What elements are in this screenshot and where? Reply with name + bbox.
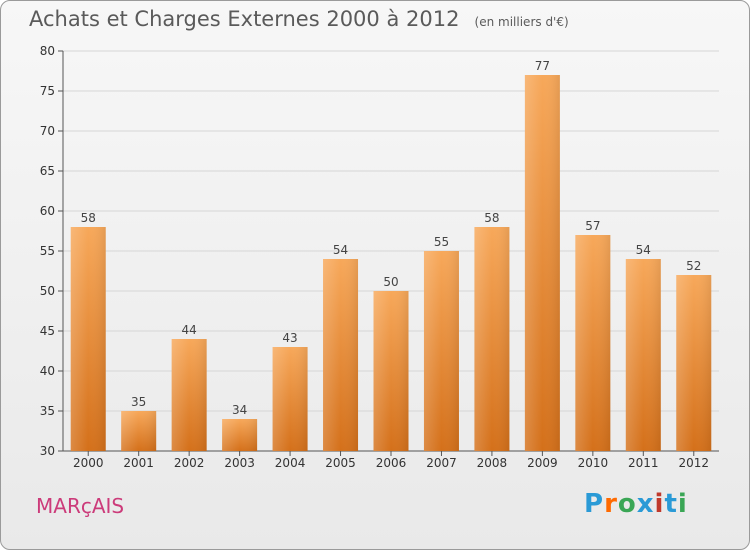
y-tick-label: 45 [40,324,55,338]
y-tick-label: 65 [40,164,55,178]
x-tick-label: 2007 [426,456,457,470]
bar-shade [171,339,207,451]
y-tick-label: 40 [40,364,55,378]
x-tick-label: 2009 [527,456,558,470]
data-label: 57 [585,219,600,233]
data-label: 54 [333,243,348,257]
data-label: 50 [383,275,398,289]
x-tick-label: 2011 [628,456,659,470]
bar-shade [474,227,510,451]
bar-shade [70,227,106,451]
bars [70,75,712,451]
y-tick-label: 50 [40,284,55,298]
bar-shade [121,411,157,451]
data-label: 55 [434,235,449,249]
bar-shade [323,259,359,451]
y-tick-label: 70 [40,124,55,138]
data-label: 44 [182,323,197,337]
y-tick-label: 80 [40,44,55,58]
bar-shade [575,235,611,451]
x-tick-label: 2005 [325,456,356,470]
bar-shade [222,419,258,451]
bar-shade [272,347,308,451]
data-label: 77 [535,59,550,73]
data-label: 43 [282,331,297,345]
data-label: 54 [636,243,651,257]
x-tick-label: 2003 [224,456,255,470]
data-label: 58 [81,211,96,225]
x-tick-label: 2002 [174,456,205,470]
x-tick-label: 2004 [275,456,306,470]
bar-shade [373,291,409,451]
bar-shade [676,275,712,451]
brand-logo: Proxiti [584,489,688,519]
data-label: 58 [484,211,499,225]
title-block: Achats et Charges Externes 2000 à 2012 (… [29,7,569,31]
y-tick-label: 55 [40,244,55,258]
x-tick-label: 2000 [73,456,104,470]
value-labels: 58 35 44 34 43 54 50 55 58 77 57 54 52 [81,59,702,417]
chart-subtitle: (en milliers d'€) [474,15,569,29]
bar-shade [625,259,661,451]
x-tick-label: 2010 [578,456,609,470]
bar-shade [524,75,560,451]
data-label: 35 [131,395,146,409]
commune-name: MARçAIS [36,494,125,518]
data-label: 34 [232,403,247,417]
x-tick-label: 2008 [477,456,508,470]
x-tick-label: 2001 [123,456,154,470]
y-tick-label: 60 [40,204,55,218]
chart-title: Achats et Charges Externes 2000 à 2012 [29,7,460,31]
y-tick-label: 30 [40,444,55,458]
bar-shade [423,251,459,451]
y-tick-label: 75 [40,84,55,98]
data-label: 52 [686,259,701,273]
y-tick-label: 35 [40,404,55,418]
x-tick-label: 2012 [678,456,709,470]
x-tick-label: 2006 [376,456,407,470]
